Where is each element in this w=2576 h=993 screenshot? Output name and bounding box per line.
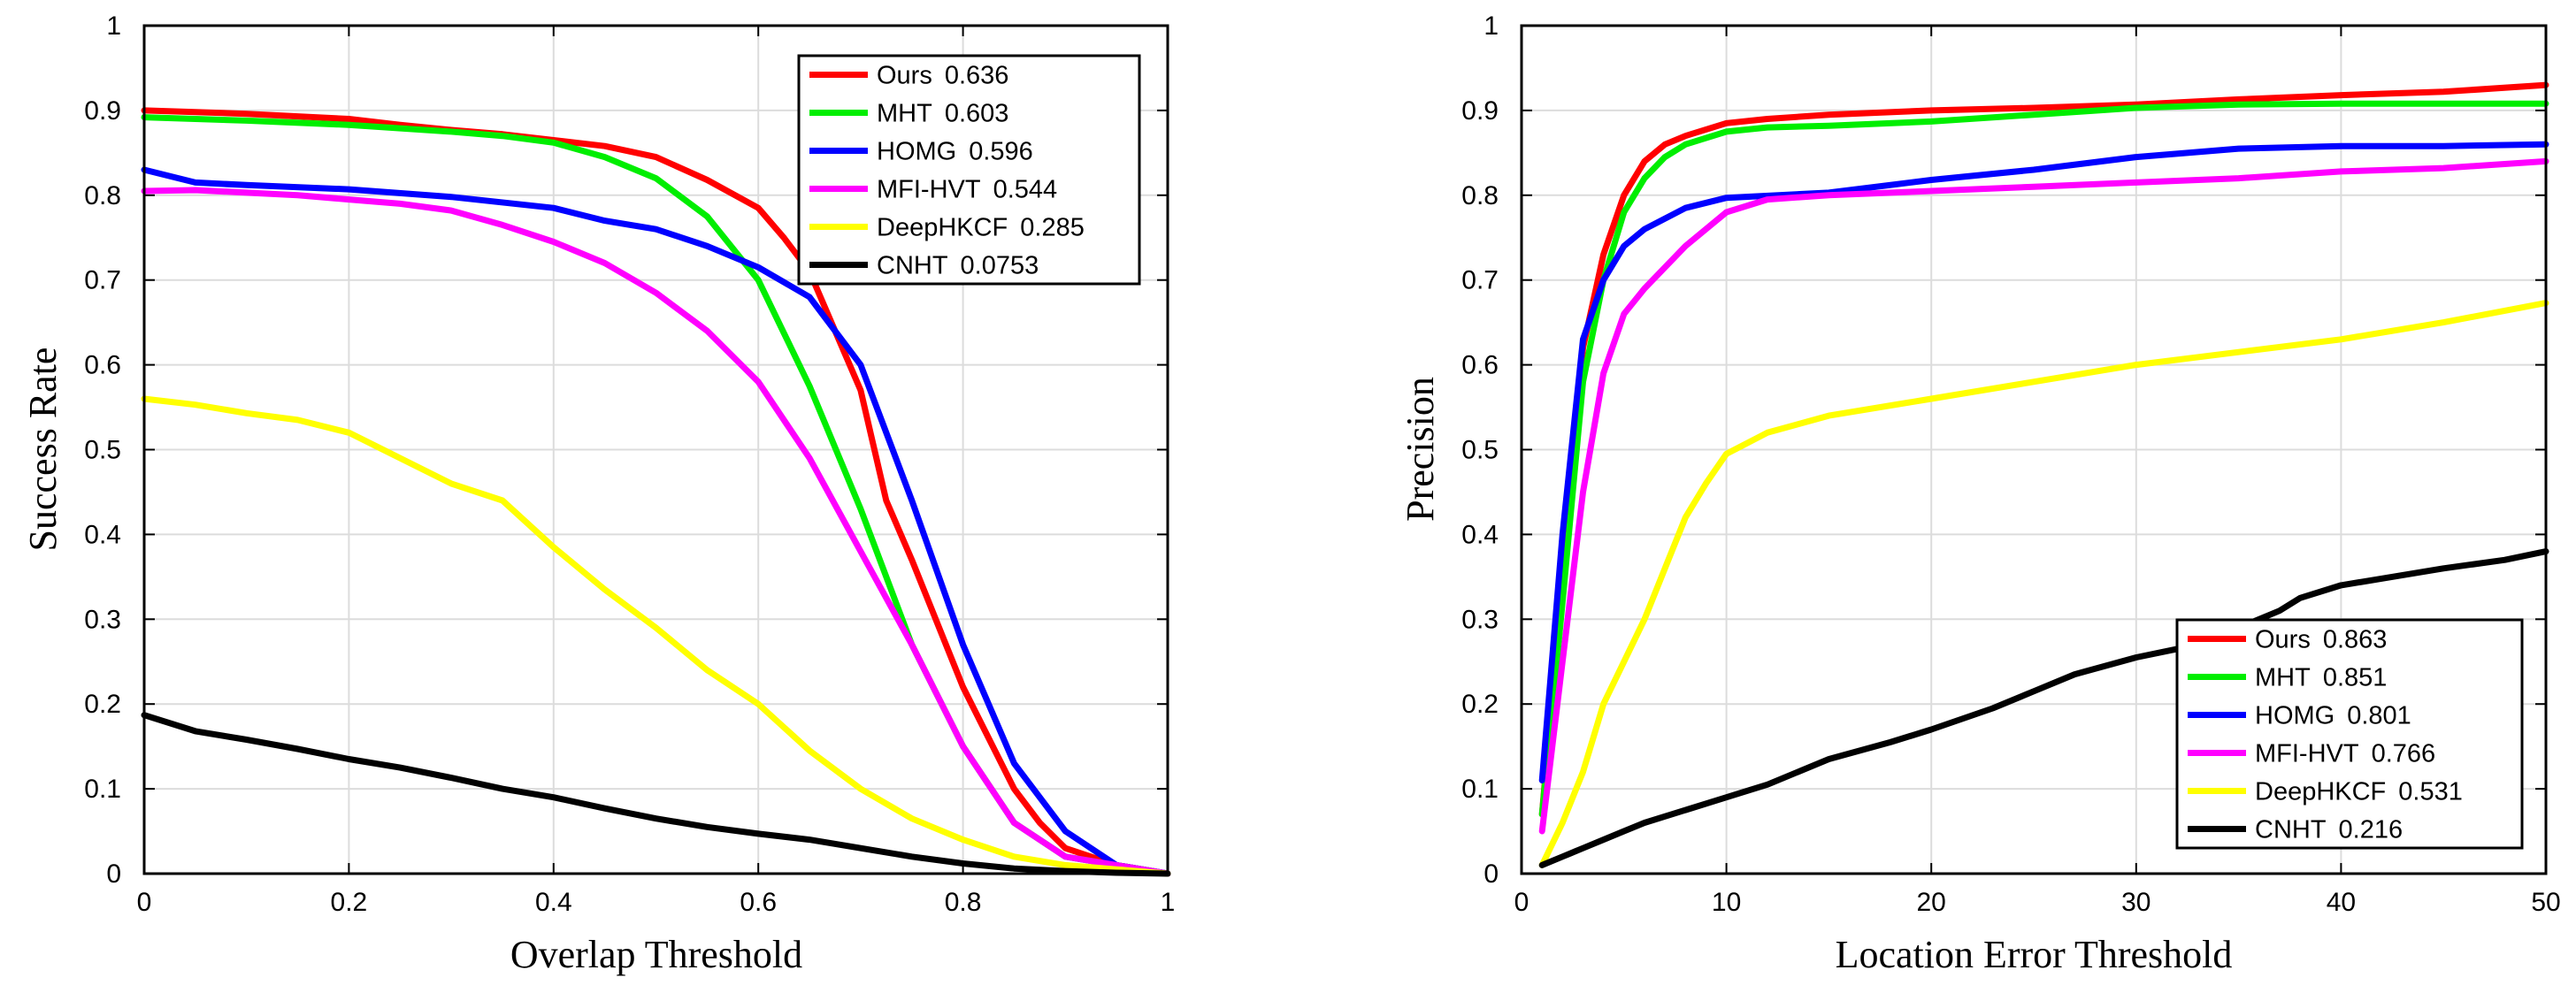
legend-label: Ours [877, 62, 932, 90]
legend: Ours 0.863 MHT 0.851 HOMG 0.801 MFI-HVT 0.766 De… [2175, 618, 2524, 850]
axes-frame [1520, 24, 2548, 875]
y-tick-label: 0.4 [84, 520, 121, 549]
x-tick-label: 40 [2327, 888, 2356, 917]
legend-box [797, 54, 1141, 286]
legend-label: DeepHKCF [2255, 778, 2386, 806]
legend-label: MFI-HVT [2255, 740, 2359, 768]
legend-score: 0.636 [945, 62, 1009, 90]
legend-label: MHT [2255, 664, 2311, 692]
series-line-deephkcf [141, 395, 1171, 877]
y-tick-label: 1 [1484, 11, 1499, 41]
legend-label: MHT [877, 100, 932, 128]
x-axis-label: Location Error Threshold [1836, 933, 2233, 976]
x-axis-label: Overlap Threshold [510, 933, 802, 976]
y-tick-label: 0.2 [1461, 690, 1499, 719]
series-line-homg [141, 166, 1171, 877]
y-tick-label: 0.5 [84, 436, 121, 465]
legend-label: Ours [2255, 626, 2311, 654]
legend-score: 0.0753 [961, 252, 1039, 280]
series-line-ours [1538, 81, 2549, 818]
legend-label: HOMG [877, 138, 956, 166]
legend-label: CNHT [2255, 816, 2327, 844]
success-plot: 0 0.2 0.4 0.6 0.8 1 0 0.1 0.2 0.3 0.4 0.5 0.6 0.7 0.8 0… [21, 11, 1175, 976]
legend-score: 0.531 [2398, 778, 2463, 806]
x-tick-label: 0.8 [945, 888, 982, 917]
legend-score: 0.216 [2339, 816, 2404, 844]
legend-score: 0.863 [2323, 626, 2388, 654]
y-tick-label: 1 [106, 11, 121, 41]
legend-score: 0.285 [1020, 214, 1085, 242]
x-tick-label: 0.6 [740, 888, 777, 917]
x-tick-label: 0.4 [535, 888, 572, 917]
y-tick-label: 0.2 [84, 690, 121, 719]
precision-plot: 0 10 20 30 40 50 0 0.1 0.2 0.3 0.4 0.5 0.6 0.7 0.8 0.9 1… [1399, 11, 2561, 976]
legend-box [2175, 618, 2524, 850]
x-tick-label: 50 [2531, 888, 2560, 917]
y-tick-label: 0.1 [84, 775, 121, 804]
series-line-cnht [141, 712, 1171, 877]
legend-score: 0.544 [993, 176, 1058, 204]
legend-label: DeepHKCF [877, 214, 1008, 242]
x-tick-label: 20 [1917, 888, 1946, 917]
legend-score: 0.766 [2372, 740, 2436, 768]
y-tick-label: 0 [1484, 859, 1499, 889]
y-tick-label: 0 [106, 859, 121, 889]
y-tick-label: 0.3 [84, 605, 121, 634]
y-tick-label: 0.7 [84, 266, 121, 295]
series-line-homg [1538, 141, 2549, 783]
y-tick-label: 0.5 [1461, 436, 1499, 465]
x-tick-label: 0 [137, 888, 152, 917]
x-tick-label: 10 [1712, 888, 1741, 917]
legend-score: 0.851 [2323, 664, 2388, 692]
y-tick-label: 0.8 [84, 181, 121, 210]
x-tick-label: 0.2 [331, 888, 368, 917]
series-line-deephkcf [1538, 300, 2549, 868]
y-tick-label: 0.6 [84, 351, 121, 380]
legend-score: 0.801 [2347, 702, 2411, 730]
series-line-cnht [1538, 548, 2549, 868]
y-axis-label: Success Rate [21, 348, 65, 552]
legend-score: 0.596 [969, 138, 1033, 166]
legend-label: HOMG [2255, 702, 2334, 730]
y-tick-label: 0.9 [1461, 96, 1499, 126]
y-tick-label: 0.7 [1461, 266, 1499, 295]
y-tick-label: 0.6 [1461, 351, 1499, 380]
y-tick-label: 0.1 [1461, 775, 1499, 804]
legend: Ours 0.636 MHT 0.603 HOMG 0.596 MFI-HVT 0.544 De… [797, 54, 1141, 286]
series-line-ours [141, 107, 1171, 877]
legend-label: CNHT [877, 252, 948, 280]
y-axis-label: Precision [1399, 377, 1442, 522]
y-tick-label: 0.4 [1461, 520, 1499, 549]
y-tick-label: 0.3 [1461, 605, 1499, 634]
x-tick-label: 30 [2121, 888, 2150, 917]
x-tick-label: 0 [1514, 888, 1530, 917]
legend-score: 0.603 [945, 100, 1009, 128]
axes-frame [142, 24, 1169, 875]
y-tick-label: 0.9 [84, 96, 121, 126]
y-tick-label: 0.8 [1461, 181, 1499, 210]
series-line-mfi-hvt [1538, 157, 2549, 835]
legend-label: MFI-HVT [877, 176, 981, 204]
x-tick-label: 1 [1161, 888, 1176, 917]
series-line-mfi-hvt [141, 187, 1171, 877]
